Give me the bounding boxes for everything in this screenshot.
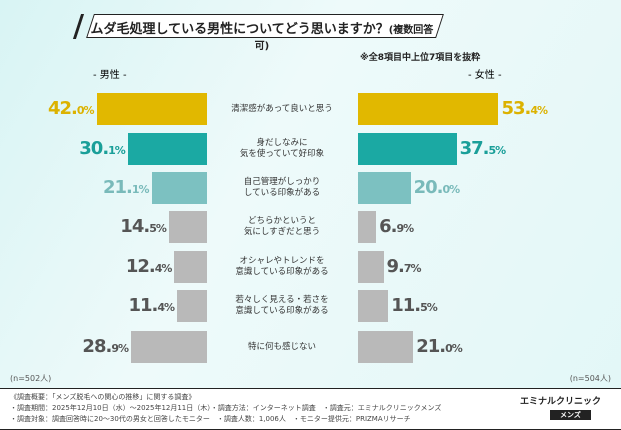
bar-female — [358, 251, 384, 283]
category-label: 身だしなみに 気を使っていて好印象 — [239, 138, 325, 159]
label-female: 21.0% — [416, 336, 463, 357]
chart-title: ムダ毛処理している男性についてどう思いますか？ — [90, 22, 389, 37]
chart-title-box: ムダ毛処理している男性についてどう思いますか？(複数回答可) — [86, 14, 444, 52]
label-male: 21.1% — [102, 177, 150, 198]
note: ※全8項目中上位7項目を抜粋 — [360, 53, 481, 63]
bar-male — [174, 251, 207, 283]
bar-female — [358, 133, 457, 165]
bar-female — [358, 172, 411, 204]
footer-line: 《調査概要：「メンズ脱毛への関心の推移」に関する調査》 — [10, 393, 196, 401]
bar-female — [358, 211, 377, 243]
label-female: 11.5% — [391, 295, 438, 316]
bar-male — [151, 172, 207, 204]
footer: 《調査概要：「メンズ脱毛への関心の推移」に関する調査》 ・調査期間：2025年1… — [0, 388, 621, 430]
label-female: 20.0% — [413, 177, 461, 198]
category-label: 自己管理がしっかり している印象がある — [243, 177, 321, 198]
label-male: 42.0% — [47, 98, 95, 119]
title-decoration — [72, 14, 85, 39]
footer-line: ・調査対象：調査回答時に20～30代の男女と回答したモニター ・調査人数：1,0… — [10, 415, 411, 423]
bar-female — [358, 93, 499, 125]
category-label: どちらかというと 気にしすぎだと思う — [243, 216, 321, 237]
bar-male — [168, 211, 207, 243]
category-label: 若々しく見える・若さを 意識している印象がある — [235, 295, 329, 316]
label-male: 12.4% — [125, 256, 173, 277]
category-label: 清潔感があって良いと思う — [231, 103, 333, 114]
label-male: 14.5% — [120, 216, 167, 237]
label-male: 28.9% — [82, 336, 129, 357]
logo: エミナルクリニックメンズ — [520, 394, 601, 420]
label-male: 11.4% — [128, 295, 175, 316]
male-n: (n=502人) — [10, 374, 52, 383]
bar-male — [96, 93, 207, 125]
label-female: 6.9% — [379, 216, 414, 237]
label-male: 30.1% — [79, 138, 126, 159]
legend-female: - 女性 - — [468, 70, 502, 81]
bar-male — [127, 133, 207, 165]
label-female: 9.7% — [386, 256, 422, 277]
bar-female — [358, 331, 414, 363]
category-label: オシャレやトレンドを 意識している印象がある — [235, 256, 329, 277]
bar-male — [130, 331, 207, 363]
bar-male — [177, 290, 207, 322]
category-label: 特に何も感じない — [247, 341, 316, 352]
bar-female — [358, 290, 389, 322]
logo-text: エミナルクリニック — [520, 397, 602, 407]
legend-male: - 男性 - — [93, 70, 127, 81]
female-n: (n=504人) — [569, 374, 611, 383]
label-female: 53.4% — [501, 98, 548, 119]
logo-sub: メンズ — [550, 410, 591, 420]
label-female: 37.5% — [459, 138, 507, 159]
footer-line: ・調査期間：2025年12月10日（水）～2025年12月11日（木）・調査方法… — [10, 404, 442, 412]
